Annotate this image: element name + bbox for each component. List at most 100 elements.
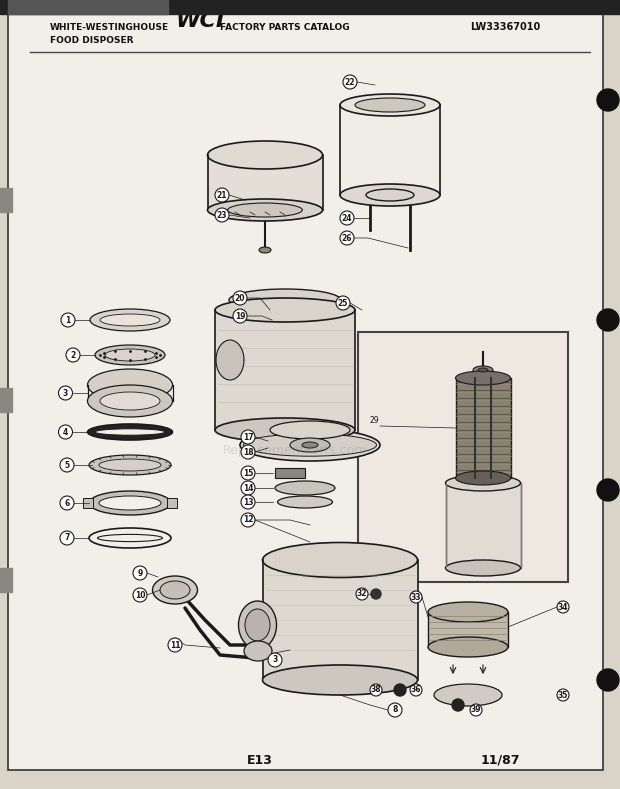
Ellipse shape: [478, 368, 488, 372]
Text: 33: 33: [410, 593, 421, 601]
Circle shape: [241, 495, 255, 509]
Bar: [358, 332, 568, 582]
Bar: [262, 560, 417, 680]
Ellipse shape: [97, 534, 162, 541]
Ellipse shape: [244, 641, 272, 661]
Text: 38: 38: [371, 686, 381, 694]
Bar: [428, 612, 508, 647]
Ellipse shape: [456, 371, 510, 385]
Circle shape: [58, 425, 73, 439]
Bar: [446, 483, 521, 568]
Circle shape: [343, 75, 357, 89]
Ellipse shape: [90, 309, 170, 331]
Circle shape: [60, 458, 74, 472]
Text: 20: 20: [235, 294, 246, 302]
Ellipse shape: [340, 94, 440, 116]
Circle shape: [233, 291, 247, 305]
Circle shape: [336, 296, 350, 310]
Ellipse shape: [89, 455, 171, 475]
Text: 8: 8: [392, 705, 397, 715]
Ellipse shape: [87, 369, 172, 401]
Ellipse shape: [262, 665, 417, 695]
Ellipse shape: [278, 496, 332, 508]
Ellipse shape: [302, 442, 318, 448]
Text: 21: 21: [217, 190, 228, 200]
Circle shape: [60, 496, 74, 510]
Bar: [8, 0, 168, 14]
Circle shape: [340, 231, 354, 245]
Text: 17: 17: [242, 432, 254, 442]
Circle shape: [410, 591, 422, 603]
Ellipse shape: [87, 385, 172, 417]
Text: 7: 7: [64, 533, 69, 543]
Ellipse shape: [215, 418, 355, 442]
Bar: [0, 188, 12, 212]
Text: 4: 4: [63, 428, 68, 436]
Circle shape: [597, 309, 619, 331]
Circle shape: [394, 684, 406, 696]
Ellipse shape: [208, 141, 322, 169]
Circle shape: [215, 188, 229, 202]
Text: FACTORY PARTS CATALOG: FACTORY PARTS CATALOG: [220, 23, 350, 32]
Text: 14: 14: [243, 484, 253, 492]
Text: 11: 11: [170, 641, 180, 649]
Ellipse shape: [428, 602, 508, 622]
Ellipse shape: [275, 481, 335, 495]
Text: 3: 3: [63, 388, 68, 398]
Ellipse shape: [290, 438, 330, 452]
Bar: [0, 0, 620, 14]
Circle shape: [58, 386, 73, 400]
Ellipse shape: [366, 189, 414, 201]
Bar: [208, 155, 322, 210]
Ellipse shape: [89, 491, 171, 515]
Text: 11/87: 11/87: [480, 753, 520, 766]
Circle shape: [370, 684, 382, 696]
Text: LW33367010: LW33367010: [470, 22, 540, 32]
Ellipse shape: [99, 496, 161, 510]
Ellipse shape: [259, 247, 271, 253]
Text: 15: 15: [243, 469, 253, 477]
Text: 18: 18: [242, 447, 254, 457]
Circle shape: [597, 479, 619, 501]
Circle shape: [340, 211, 354, 225]
Ellipse shape: [95, 345, 165, 365]
Bar: [0, 388, 12, 412]
Text: 39: 39: [471, 705, 481, 715]
Circle shape: [215, 208, 229, 222]
Text: 36: 36: [410, 686, 421, 694]
Text: 32: 32: [356, 589, 367, 599]
Text: 26: 26: [342, 234, 352, 242]
Ellipse shape: [100, 314, 160, 326]
Ellipse shape: [456, 471, 510, 485]
Circle shape: [60, 531, 74, 545]
Circle shape: [410, 684, 422, 696]
Text: WHITE-WESTINGHOUSE: WHITE-WESTINGHOUSE: [50, 23, 169, 32]
Circle shape: [557, 601, 569, 613]
Bar: [83, 498, 93, 508]
Ellipse shape: [245, 609, 270, 641]
Ellipse shape: [428, 637, 508, 657]
Text: FOOD DISPOSER: FOOD DISPOSER: [50, 36, 133, 45]
Bar: [100, 385, 160, 404]
Circle shape: [233, 309, 247, 323]
Ellipse shape: [434, 684, 502, 706]
Text: 13: 13: [243, 498, 253, 507]
Ellipse shape: [95, 428, 165, 436]
Ellipse shape: [244, 434, 376, 456]
Circle shape: [452, 699, 464, 711]
Ellipse shape: [240, 429, 380, 461]
Circle shape: [61, 313, 75, 327]
Ellipse shape: [208, 199, 322, 221]
Ellipse shape: [340, 184, 440, 206]
Ellipse shape: [153, 576, 198, 604]
Text: 35: 35: [558, 690, 568, 700]
Bar: [0, 568, 12, 592]
Circle shape: [241, 445, 255, 459]
Text: 9: 9: [138, 569, 143, 578]
Ellipse shape: [355, 98, 425, 112]
Circle shape: [66, 348, 80, 362]
Ellipse shape: [105, 349, 155, 361]
Circle shape: [356, 588, 368, 600]
Circle shape: [557, 689, 569, 701]
Text: 10: 10: [135, 590, 145, 600]
